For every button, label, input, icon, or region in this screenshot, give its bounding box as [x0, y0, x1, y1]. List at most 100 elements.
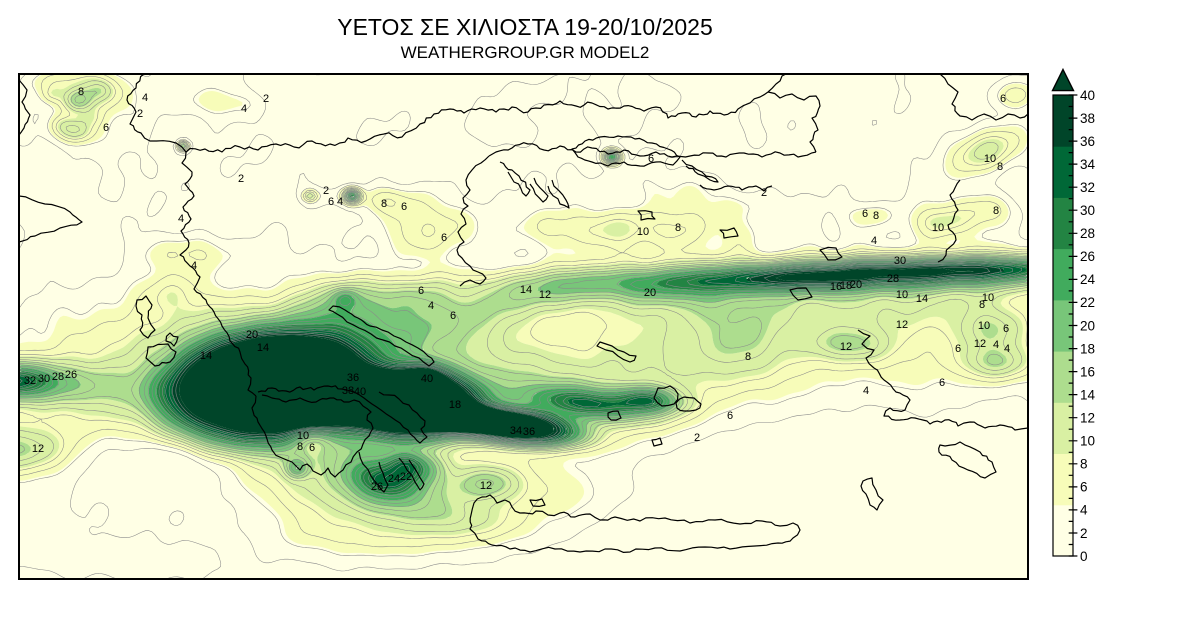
svg-text:22: 22 — [1080, 295, 1095, 310]
svg-text:2: 2 — [238, 173, 244, 185]
svg-text:6: 6 — [939, 377, 945, 389]
svg-text:8: 8 — [675, 222, 681, 234]
svg-text:14: 14 — [1080, 387, 1096, 402]
svg-text:36: 36 — [1080, 134, 1095, 149]
svg-text:2: 2 — [323, 185, 329, 197]
svg-text:30: 30 — [1080, 203, 1095, 218]
svg-text:4: 4 — [863, 385, 869, 397]
svg-text:32: 32 — [24, 375, 36, 387]
svg-text:8: 8 — [873, 210, 879, 222]
svg-text:20: 20 — [1080, 318, 1095, 333]
svg-text:6: 6 — [328, 196, 334, 208]
svg-text:2: 2 — [137, 108, 143, 120]
svg-text:8: 8 — [1080, 457, 1088, 472]
svg-text:38: 38 — [342, 385, 354, 397]
svg-text:6: 6 — [401, 201, 407, 213]
svg-text:10: 10 — [984, 153, 996, 165]
svg-text:12: 12 — [32, 443, 44, 455]
svg-text:8: 8 — [297, 441, 303, 453]
svg-text:4: 4 — [871, 235, 877, 247]
svg-text:6: 6 — [1000, 93, 1006, 105]
svg-text:10: 10 — [978, 320, 990, 332]
svg-text:36: 36 — [347, 372, 359, 384]
svg-text:12: 12 — [539, 289, 551, 301]
svg-text:10: 10 — [637, 226, 649, 238]
svg-text:6: 6 — [727, 410, 733, 422]
svg-text:30: 30 — [894, 255, 906, 267]
svg-text:34: 34 — [1080, 157, 1096, 172]
svg-text:4: 4 — [178, 213, 184, 225]
svg-text:14: 14 — [520, 284, 532, 296]
svg-text:0: 0 — [1080, 549, 1088, 564]
svg-text:6: 6 — [441, 232, 447, 244]
svg-text:40: 40 — [421, 373, 433, 385]
svg-text:2: 2 — [1080, 526, 1088, 541]
svg-text:10: 10 — [297, 430, 309, 442]
svg-text:12: 12 — [480, 480, 492, 492]
svg-text:20: 20 — [644, 287, 656, 299]
svg-text:4: 4 — [1080, 503, 1088, 518]
svg-text:6: 6 — [955, 343, 961, 355]
svg-text:8: 8 — [78, 86, 84, 98]
svg-text:2: 2 — [761, 187, 767, 199]
svg-text:10: 10 — [896, 289, 908, 301]
svg-text:6: 6 — [862, 208, 868, 220]
svg-text:4: 4 — [428, 300, 434, 312]
svg-text:20: 20 — [246, 329, 258, 341]
svg-text:12: 12 — [974, 338, 986, 350]
svg-text:8: 8 — [979, 299, 985, 311]
svg-text:4: 4 — [191, 260, 197, 272]
svg-text:4: 4 — [337, 196, 343, 208]
svg-text:8: 8 — [745, 351, 751, 363]
svg-text:18: 18 — [1080, 341, 1095, 356]
svg-text:4: 4 — [241, 103, 247, 115]
svg-text:26: 26 — [1080, 249, 1095, 264]
svg-text:12: 12 — [1080, 411, 1095, 426]
svg-text:8: 8 — [993, 205, 999, 217]
svg-text:40: 40 — [1080, 88, 1095, 103]
svg-text:28: 28 — [1080, 226, 1095, 241]
svg-text:6: 6 — [450, 310, 456, 322]
svg-text:38: 38 — [1080, 111, 1095, 126]
svg-text:6: 6 — [1003, 323, 1009, 335]
svg-text:10: 10 — [982, 292, 994, 304]
svg-text:6: 6 — [418, 285, 424, 297]
svg-text:24: 24 — [1080, 272, 1096, 287]
svg-text:18: 18 — [840, 280, 852, 292]
svg-text:6: 6 — [1080, 480, 1088, 495]
svg-text:10: 10 — [1080, 434, 1095, 449]
svg-text:2: 2 — [263, 93, 269, 105]
svg-text:36: 36 — [523, 426, 535, 438]
svg-text:28: 28 — [887, 273, 899, 285]
svg-text:8: 8 — [381, 198, 387, 210]
svg-text:6: 6 — [309, 442, 315, 454]
svg-text:40: 40 — [354, 386, 366, 398]
svg-text:2: 2 — [694, 432, 700, 444]
svg-text:24: 24 — [388, 473, 400, 485]
svg-text:ΥΕΤΟΣ ΣΕ ΧΙΛΙΟΣΤΑ 19-20/10/202: ΥΕΤΟΣ ΣΕ ΧΙΛΙΟΣΤΑ 19-20/10/2025 — [337, 14, 713, 40]
svg-text:20: 20 — [850, 279, 862, 291]
svg-text:18: 18 — [449, 399, 461, 411]
svg-text:WEATHERGROUP.GR MODEL2: WEATHERGROUP.GR MODEL2 — [401, 43, 650, 62]
svg-text:4: 4 — [1004, 343, 1010, 355]
svg-text:26: 26 — [65, 369, 77, 381]
svg-text:6: 6 — [648, 153, 654, 165]
svg-text:4: 4 — [993, 339, 999, 351]
svg-text:26: 26 — [371, 481, 383, 493]
svg-text:12: 12 — [840, 341, 852, 353]
svg-text:14: 14 — [257, 342, 269, 354]
svg-text:28: 28 — [52, 371, 64, 383]
svg-text:14: 14 — [916, 293, 928, 305]
svg-text:16: 16 — [830, 281, 842, 293]
svg-text:8: 8 — [997, 161, 1003, 173]
svg-text:34: 34 — [510, 425, 522, 437]
svg-text:22: 22 — [400, 471, 412, 483]
svg-text:30: 30 — [38, 373, 50, 385]
svg-text:6: 6 — [103, 122, 109, 134]
svg-text:12: 12 — [896, 319, 908, 331]
svg-text:4: 4 — [142, 92, 148, 104]
svg-text:16: 16 — [1080, 364, 1095, 379]
svg-text:14: 14 — [200, 350, 212, 362]
svg-text:32: 32 — [1080, 180, 1095, 195]
svg-text:10: 10 — [932, 222, 944, 234]
